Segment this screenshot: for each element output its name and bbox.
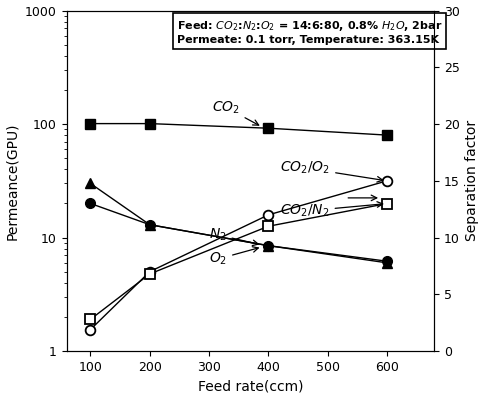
Text: $CO_2/O_2$: $CO_2/O_2$ [280, 160, 382, 182]
Y-axis label: Permeance(GPU): Permeance(GPU) [5, 122, 19, 240]
Text: $N_2$: $N_2$ [209, 227, 258, 246]
X-axis label: Feed rate(ccm): Feed rate(ccm) [197, 379, 302, 393]
Text: $CO_2/N_2$: $CO_2/N_2$ [280, 202, 382, 219]
Text: Feed: $CO_2$:$N_2$:$O_2$ = 14:6:80, 0.8% $H_2O$, 2bar
Permeate: 0.1 torr, Temper: Feed: $CO_2$:$N_2$:$O_2$ = 14:6:80, 0.8%… [177, 19, 441, 45]
Y-axis label: Separation factor: Separation factor [465, 120, 479, 241]
Text: $O_2$: $O_2$ [209, 247, 258, 267]
Text: $CO_2$: $CO_2$ [212, 99, 258, 125]
